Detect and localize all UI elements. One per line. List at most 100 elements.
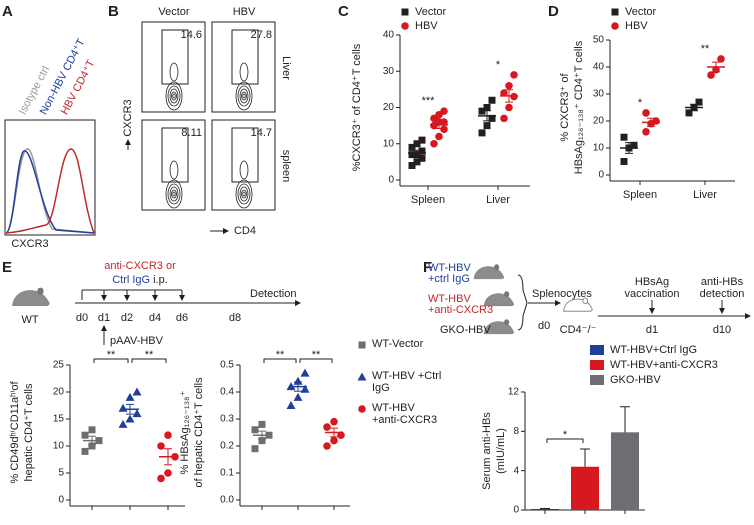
y-tick-label: 0	[598, 170, 604, 181]
y-tick-label: 10	[593, 143, 605, 154]
y-tick-label: 0.3	[220, 414, 234, 425]
data-point	[323, 423, 331, 431]
data-point	[126, 393, 135, 401]
data-point	[510, 71, 518, 79]
data-point	[287, 401, 296, 409]
cells-label: Splenocytes	[532, 288, 592, 300]
y-tick-label: 0	[388, 175, 394, 186]
gate-value: 8.11	[181, 127, 202, 139]
contour	[242, 92, 247, 100]
route: i.p.	[153, 274, 168, 286]
donor-label: GKO-HBV	[440, 324, 491, 336]
day-label: d4	[149, 312, 161, 324]
error-bar	[620, 407, 630, 433]
gate-value: 27.8	[251, 29, 272, 41]
data-point	[611, 22, 619, 30]
contour	[173, 192, 175, 196]
panel-letter: A	[2, 3, 13, 20]
contour	[172, 190, 177, 198]
data-point	[323, 442, 331, 450]
column-label: HBV	[233, 6, 256, 18]
panel-letter: B	[108, 3, 119, 20]
contour	[172, 92, 177, 100]
legend-label: Vector	[415, 6, 447, 18]
step-label: HBsAg	[635, 276, 669, 288]
y-tick-label: 0.5	[220, 360, 234, 371]
day-label: d10	[713, 324, 731, 336]
data-point	[82, 432, 89, 439]
data-point	[126, 415, 135, 423]
data-point	[500, 115, 508, 123]
data-point	[164, 469, 172, 477]
sig-label: **	[107, 349, 116, 361]
y-tick-label: 4	[513, 465, 519, 476]
data-point	[642, 109, 650, 117]
sig-label: **	[701, 43, 710, 55]
legend-swatch	[590, 360, 604, 370]
bar	[531, 509, 559, 510]
gate-value: 14.7	[251, 127, 272, 139]
data-point	[157, 442, 165, 450]
day-label: d1	[646, 324, 658, 336]
day-label: d0	[538, 320, 550, 332]
data-point	[717, 55, 725, 63]
histogram-curve	[6, 149, 94, 233]
row-label: Liver	[280, 56, 292, 80]
y-tick-label: 5	[58, 468, 64, 479]
contour	[170, 161, 178, 179]
data-point	[330, 437, 338, 445]
data-point	[430, 140, 438, 148]
brace	[518, 275, 527, 330]
data-point	[505, 82, 513, 90]
data-point	[89, 426, 96, 433]
mouse-label: WT	[21, 314, 38, 326]
y-tick-label: 0.2	[220, 441, 234, 452]
error-bar	[580, 449, 590, 467]
y-tick-label: 40	[593, 62, 605, 73]
y-axis-label: % HBsAg₁₂₆₋₁₃₈⁺	[179, 390, 191, 474]
recipient-icon	[564, 298, 593, 311]
data-point	[621, 134, 628, 141]
sig-label: **	[276, 349, 285, 361]
data-point	[133, 409, 142, 417]
contour	[170, 63, 178, 81]
donor-label: +anti-CXCR3	[428, 304, 493, 316]
contour	[240, 63, 248, 81]
data-point	[157, 475, 165, 483]
legend-label: WT-HBV +Ctrl IgG	[372, 370, 442, 394]
sig-label: *	[496, 59, 501, 71]
control-name: Ctrl IgG	[112, 274, 150, 286]
contour	[243, 94, 245, 98]
y-axis-label: % CD49dʰⁱCD11aʰⁱof	[9, 381, 21, 484]
step-label: detection	[700, 288, 745, 300]
data-point	[252, 445, 259, 452]
row-label: spleen	[280, 150, 292, 182]
y-tick-label: 50	[593, 35, 605, 46]
y-tick-label: 30	[383, 66, 395, 77]
data-point	[402, 9, 409, 16]
legend-label: HBV	[625, 20, 648, 32]
x-tick-label: Spleen	[411, 194, 445, 206]
gate-value: 14.6	[181, 29, 202, 41]
data-point	[489, 97, 496, 104]
data-point	[440, 107, 448, 115]
x-axis-label: CXCR3	[11, 238, 48, 250]
day-label: d1	[98, 312, 110, 324]
y-axis-label: % CXCR3⁺ of	[559, 72, 571, 141]
contour	[243, 192, 245, 196]
y-tick-label: 0.1	[220, 468, 234, 479]
legend-label: Vector	[625, 6, 657, 18]
y-tick-label: 20	[593, 116, 605, 127]
data-point	[484, 122, 491, 129]
data-point	[119, 420, 128, 428]
y-axis-label: of hepatic CD4⁺T cells	[193, 377, 205, 488]
data-point	[505, 104, 513, 112]
day-label: d8	[229, 312, 241, 324]
y-tick-label: 8	[513, 426, 519, 437]
recipient-label: CD4⁻/⁻	[560, 324, 597, 336]
y-tick-label: 0.4	[220, 387, 234, 398]
data-point	[294, 393, 303, 401]
y-tick-label: 0	[58, 495, 64, 506]
y-axis-label: Serum anti-HBs	[481, 412, 493, 490]
